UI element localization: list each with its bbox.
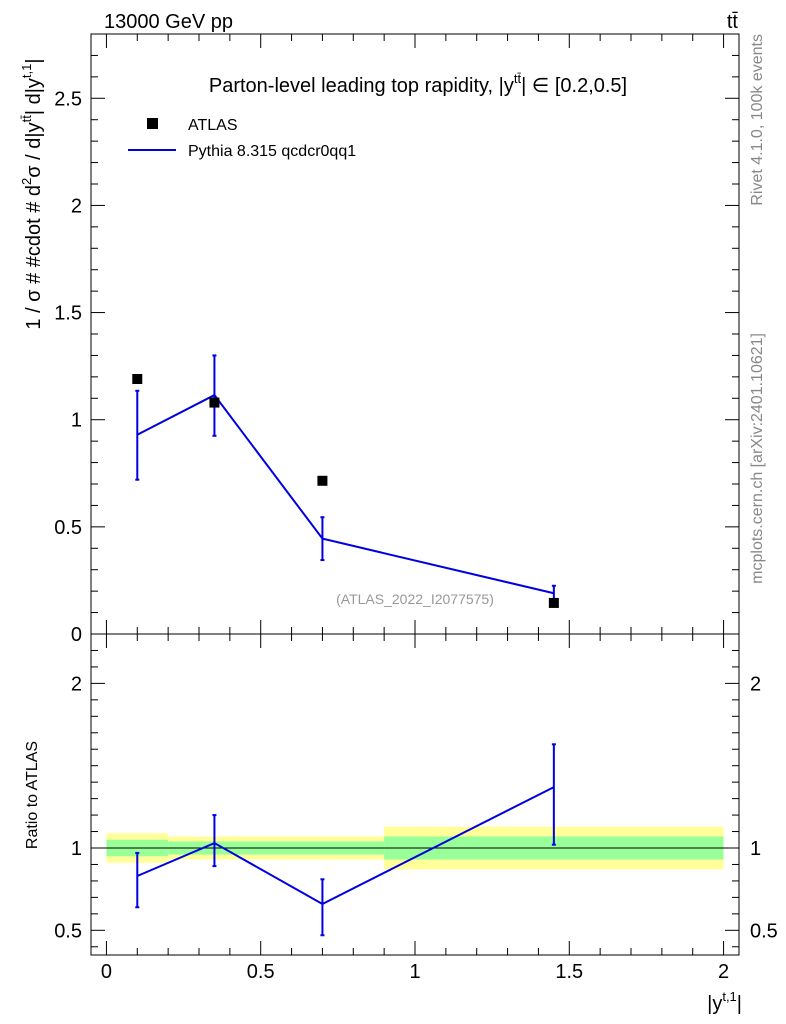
ratio-xtick-label: 0 [101,961,112,983]
legend: ATLAS Pythia 8.315 qcdcr0qq1 [128,117,356,160]
ratio-ytick-label: 1 [71,838,82,860]
main-ytick-label: 1 [71,410,82,432]
ratio-xlabel: |yt,1| [707,989,742,1015]
main-ytick-label: 0 [71,624,82,646]
ratio-ylabel: Ratio to ATLAS [24,741,41,849]
main-ytick-label: 0.5 [54,517,82,539]
ratio-ytick-label-right: 1 [750,838,761,860]
header-energy: 13000 GeV pp [104,11,233,33]
main-ytick-label: 1.5 [54,303,82,325]
ratio-ytick-label-right: 0.5 [750,920,778,942]
main-title: Parton-level leading top rapidity, |ytt̄… [209,71,627,97]
ratio-xtick-label: 1 [409,961,420,983]
ratio-ytick-label: 0.5 [54,920,82,942]
main-ytick-label: 2.5 [54,88,82,110]
atlas-point [209,397,220,408]
rivet-label: Rivet 4.1.0, 100k events [749,34,766,206]
ratio-frame [90,633,740,956]
ratio-xtick-label: 1.5 [555,961,583,983]
ratio-ytick-label: 2 [71,673,82,695]
main-panel: Parton-level leading top rapidity, |ytt̄… [19,33,740,646]
atlas-point [548,597,559,608]
atlas-point [132,374,143,384]
atlas-point [317,475,328,486]
ratio-ytick-label-right: 2 [750,673,761,695]
legend-label-atlas: ATLAS [188,117,238,134]
legend-marker-atlas [147,118,158,129]
pythia-line [136,393,555,595]
main-ytick-label: 2 [71,195,82,217]
ratio-xtick-label: 0.5 [247,961,275,983]
ratio-xtick-label: 2 [718,961,729,983]
source-label: (ATLAS_2022_I2077575) [336,591,494,607]
ratio-pythia-line [136,786,555,906]
ratio-panel: 0 0.5 1 1.5 2 0.5 0.5 1 1 2 2 Ratio to ATLAS |yt,1… [24,633,778,1015]
mcplots-label: mcplots.cern.ch [arXiv:2401.10621] [749,333,766,584]
legend-label-pythia: Pythia 8.315 qcdcr0qq1 [188,143,356,160]
header-process: tt̄ [727,11,739,33]
main-ylabel: 1 / σ # #cdot # d2σ / d|ytt̄| d|yt,1| [19,58,45,329]
